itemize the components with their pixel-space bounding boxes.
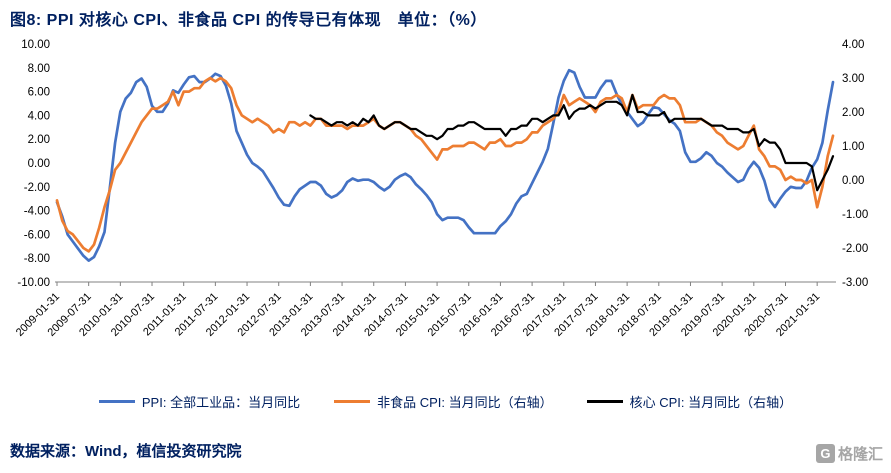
right-axis-tick-label: 3.00 [842, 73, 864, 85]
chart-canvas: 10.00 8.00 6.00 4.00 2.00 0.00 -2.00 -4.00 -6.00… [14, 39, 868, 339]
right-axis-tick-label: 0.00 [842, 175, 864, 187]
legend-label-core-cpi: 核心 CPI: 当月同比（右轴） [629, 395, 793, 410]
left-axis-tick-label: -8.00 [24, 253, 50, 265]
left-axis-tick-label: 4.00 [28, 110, 50, 122]
left-axis-tick-label: 8.00 [28, 63, 50, 75]
legend-label-nonfood-cpi: 非食品 CPI: 当月同比（右轴） [377, 395, 553, 410]
data-source-text: 数据来源：Wind，植信投资研究院 [10, 443, 242, 460]
left-axis-tick-label: -4.00 [24, 206, 50, 218]
left-axis-tick-label: -10.00 [17, 277, 50, 289]
left-axis-tick-label: 2.00 [28, 134, 50, 146]
left-axis-tick-label: 10.00 [21, 39, 50, 51]
gelonghui-logo-icon: G [815, 444, 835, 463]
left-axis-tick-label: 0.00 [28, 158, 50, 170]
right-axis-tick-label: -2.00 [842, 243, 868, 255]
chart-title: 图8: PPI 对核心 CPI、非食品 CPI 的传导已有体现 单位：（%） [10, 12, 487, 29]
gelonghui-logo: G 格隆汇 [815, 443, 883, 464]
legend-item-ppi: PPI: 全部工业品：当月同比 [98, 392, 301, 411]
legend-swatch-nonfood-cpi [334, 400, 371, 403]
legend-item-core-cpi: 核心 CPI: 当月同比（右轴） [586, 392, 793, 411]
legend-item-nonfood-cpi: 非食品 CPI: 当月同比（右轴） [334, 392, 553, 411]
ppi-line [55, 68, 835, 262]
core-cpi-line [309, 93, 835, 192]
legend-label-ppi: PPI: 全部工业品：当月同比 [141, 395, 301, 410]
nonfood-cpi-line [55, 76, 835, 253]
gelonghui-logo-text: 格隆汇 [837, 446, 883, 463]
left-axis-tick-label: 6.00 [28, 87, 50, 99]
right-axis-tick-label: -1.00 [842, 209, 868, 221]
right-axis-tick-label: 4.00 [842, 39, 864, 51]
legend-swatch-core-cpi [586, 400, 623, 403]
left-axis-tick-label: -6.00 [24, 229, 50, 241]
legend-swatch-ppi [98, 400, 135, 403]
right-axis-tick-label: 2.00 [842, 107, 864, 119]
right-axis-tick-label: 1.00 [842, 141, 864, 153]
right-axis-tick-label: -3.00 [842, 277, 868, 289]
legend: PPI: 全部工业品：当月同比 非食品 CPI: 当月同比（右轴） 核心 CPI… [0, 392, 891, 411]
left-axis-tick-label: -2.00 [24, 182, 50, 194]
